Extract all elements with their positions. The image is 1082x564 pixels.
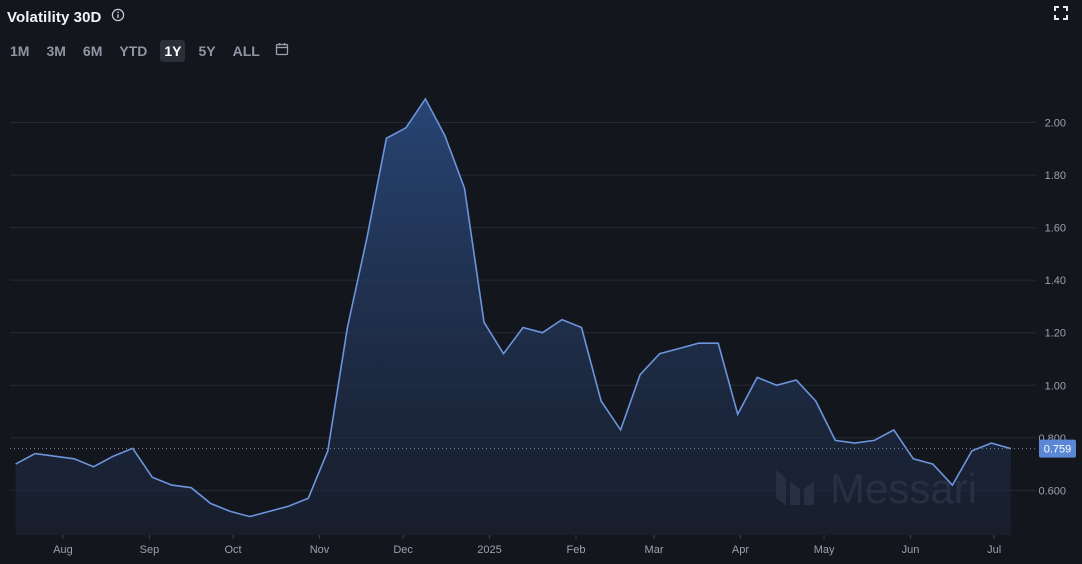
range-3m-button[interactable]: 3M [46,43,66,59]
chart-title: Volatility 30D [7,8,102,26]
x-tick-label: Oct [224,544,241,556]
x-tick-label: Dec [393,544,413,556]
x-tick-label: Apr [732,544,749,556]
volatility-line [15,97,1012,518]
last-value-label: 0.759 [1044,444,1072,456]
range-6m-button[interactable]: 6M [82,43,103,59]
y-tick-label: 1.00 [1045,380,1066,392]
info-icon[interactable] [111,8,125,27]
volatility-area [15,98,1011,536]
y-tick-label: 1.80 [1045,170,1066,182]
x-tick-label: Feb [566,544,585,556]
range-5y-button[interactable]: 5Y [198,43,216,59]
y-tick-label: 0.600 [1038,485,1066,497]
x-tick-label: May [814,544,835,556]
x-tick-label: Mar [645,544,664,556]
y-tick-label: 1.20 [1045,328,1066,340]
x-tick-label: Aug [53,544,73,556]
y-tick-label: 2.00 [1045,118,1066,130]
range-all-button[interactable]: ALL [232,43,260,59]
range-selector: 1M 3M 6M YTD 1Y 5Y ALL [6,40,289,62]
x-axis: Aug Sep Oct Nov Dec 2025 Feb Mar Apr May Jun Jul [53,535,1001,556]
y-tick-label: 1.40 [1045,275,1066,287]
x-tick-label: Sep [140,544,160,556]
range-ytd-button[interactable]: YTD [119,43,148,59]
range-1y-button[interactable]: 1Y [160,40,186,62]
x-tick-label: 2025 [477,544,501,556]
x-tick-label: Nov [310,544,330,556]
x-tick-label: Jun [902,544,920,556]
y-tick-label: 1.60 [1045,223,1066,235]
calendar-icon[interactable] [273,42,289,61]
chart-header: Volatility 30D [7,6,125,28]
x-tick-label: Jul [987,544,1001,556]
range-1m-button[interactable]: 1M [10,43,30,59]
last-value-badge: 0.759 [1039,439,1076,458]
